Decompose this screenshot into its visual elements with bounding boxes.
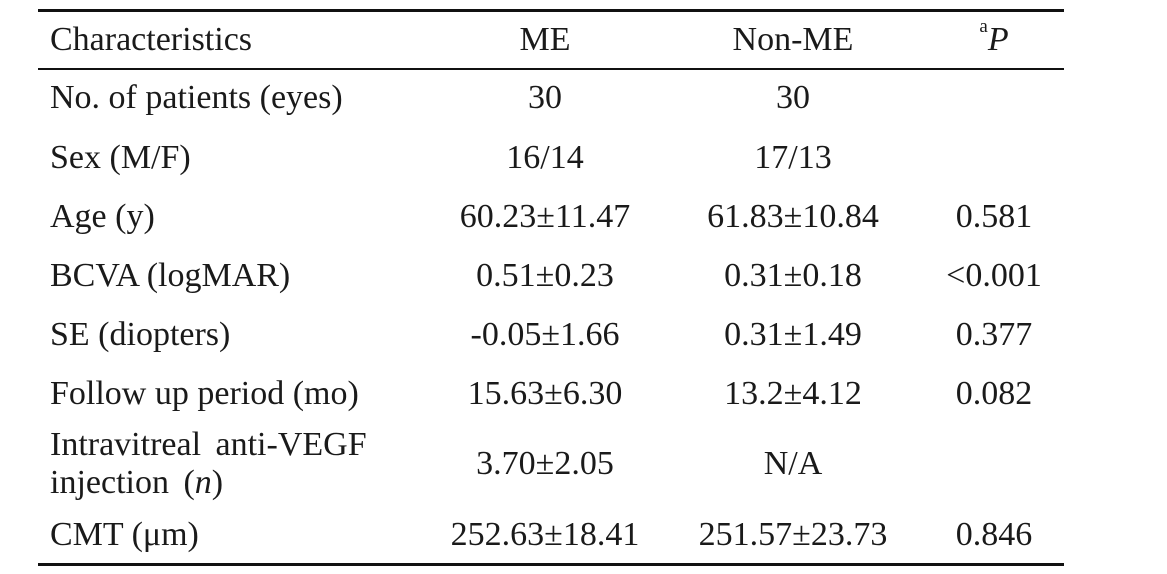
- row-label-line1: Intravitreal anti-VEGF: [50, 426, 367, 463]
- characteristics-table: Characteristics ME Non-ME aP No. of pati…: [38, 12, 1064, 564]
- me-value: 0.51±0.23: [476, 256, 614, 294]
- p-value: 0.581: [955, 197, 1033, 235]
- header-row: Characteristics ME Non-ME aP: [38, 12, 1064, 68]
- table-body: No. of patients (eyes) 30 30 Sex (M/F) 1…: [38, 68, 1064, 564]
- table-row: Intravitreal anti-VEGF injection (n) 3.70…: [38, 423, 1064, 505]
- header-me: ME: [519, 21, 571, 58]
- row-label: BCVA (logMAR): [50, 256, 291, 294]
- non-me-value: 251.57±23.73: [698, 515, 888, 553]
- table-row: Follow up period (mo) 15.63±6.30 13.2±4.…: [38, 364, 1064, 423]
- row-label: CMT (μm): [50, 515, 199, 553]
- me-value: 15.63±6.30: [467, 374, 623, 412]
- p-value: [916, 128, 1064, 187]
- row-label: SE (diopters): [50, 315, 231, 353]
- table-row: No. of patients (eyes) 30 30: [38, 68, 1064, 128]
- row-label: No. of patients (eyes): [50, 79, 343, 116]
- p-value: [916, 423, 1064, 505]
- header-characteristics: Characteristics: [50, 21, 253, 58]
- table-row: CMT (μm) 252.63±18.41 251.57±23.73 0.846: [38, 505, 1064, 564]
- non-me-value: 13.2±4.12: [724, 374, 862, 412]
- table-header-rule: [38, 68, 1064, 70]
- row-label: Intravitreal anti-VEGF injection (n): [38, 423, 420, 505]
- row-label: Sex (M/F): [50, 138, 191, 176]
- row-label-line2-italic: n: [194, 464, 212, 501]
- non-me-value: 0.31±1.49: [724, 315, 862, 353]
- table-top-rule: [38, 9, 1064, 12]
- row-label-line2-prefix: injection (: [50, 464, 195, 501]
- non-me-value: 0.31±0.18: [724, 256, 862, 294]
- table-row: Age (y) 60.23±11.47 61.83±10.84 0.581: [38, 187, 1064, 246]
- row-label-line2-suffix: ): [211, 464, 224, 501]
- p-value: <0.001: [946, 256, 1042, 294]
- p-letter: P: [987, 21, 1009, 58]
- p-footnote-marker: a: [979, 16, 988, 37]
- row-label: Follow up period (mo): [50, 374, 359, 412]
- me-value: 30: [528, 79, 562, 116]
- me-value: -0.05±1.66: [470, 315, 620, 353]
- p-value: 0.377: [955, 315, 1033, 353]
- me-value: 60.23±11.47: [459, 197, 631, 235]
- me-value: 3.70±2.05: [476, 445, 614, 482]
- me-value: 252.63±18.41: [450, 515, 640, 553]
- header-p-value: aP: [916, 12, 1064, 68]
- me-value: 16/14: [506, 138, 584, 176]
- non-me-value: 17/13: [754, 138, 832, 176]
- non-me-value: 61.83±10.84: [707, 197, 879, 235]
- p-value: [916, 68, 1064, 128]
- table-header: Characteristics ME Non-ME aP: [38, 12, 1064, 68]
- header-non-me: Non-ME: [732, 21, 854, 58]
- table-row: BCVA (logMAR) 0.51±0.23 0.31±0.18 <0.001: [38, 246, 1064, 305]
- non-me-value: 30: [776, 79, 810, 116]
- p-value: 0.846: [955, 515, 1033, 553]
- row-label: Age (y): [50, 197, 155, 235]
- non-me-value: N/A: [763, 445, 823, 482]
- table-row: SE (diopters) -0.05±1.66 0.31±1.49 0.377: [38, 305, 1064, 364]
- table-row: Sex (M/F) 16/14 17/13: [38, 128, 1064, 187]
- table-bottom-rule: [38, 563, 1064, 566]
- p-value: 0.082: [955, 374, 1033, 412]
